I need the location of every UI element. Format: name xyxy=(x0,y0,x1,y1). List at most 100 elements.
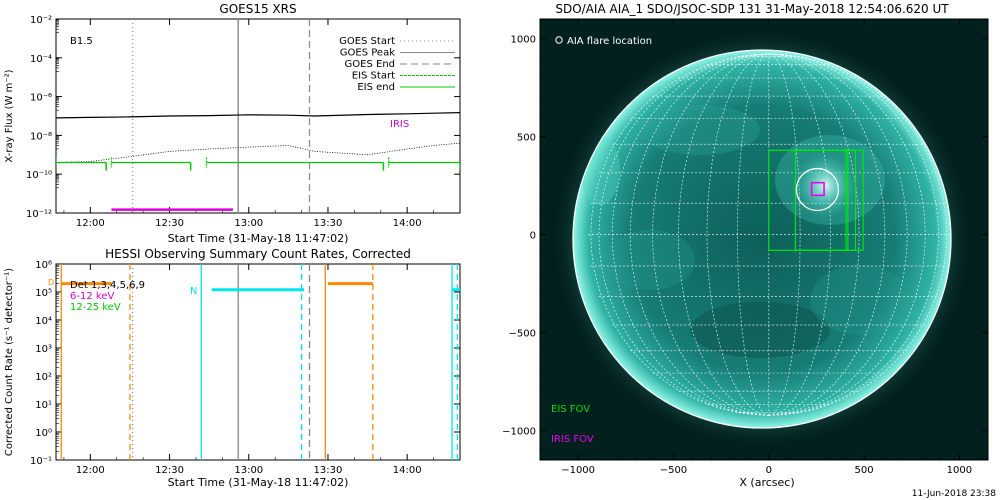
aia-x-tick-label: −1000 xyxy=(561,465,595,476)
aia-y-tick-label: 0 xyxy=(530,231,536,242)
aia-flare-legend: AIA flare location xyxy=(567,36,652,47)
goes-x-tick-label: 12:30 xyxy=(155,218,184,229)
hessi-y-tick-label: 10³ xyxy=(35,344,52,355)
goes-event-markers xyxy=(131,19,311,213)
aia-y-tick-label: 500 xyxy=(517,133,536,144)
hessi-x-tick-label: 14:00 xyxy=(393,465,422,476)
aia-flare-legend-icon xyxy=(555,36,563,44)
aia-longitude-line xyxy=(678,53,769,416)
hessi-x-axis: 12:00 12:30 13:00 13:30 14:00 xyxy=(63,264,461,476)
goes-y-axis: 10⁻² 10⁻⁴ 10⁻⁶ 10⁻⁸ 10⁻¹⁰ 10⁻¹² xyxy=(26,15,460,220)
aia-iris-fov-label: IRIS FOV xyxy=(551,434,594,445)
goes-y-tick-label: 10⁻¹⁰ xyxy=(26,170,52,181)
footer-date: 11-Jun-2018 23:38 xyxy=(912,489,996,499)
aia-y-tick-label: −500 xyxy=(509,329,536,340)
aia-flare-glow xyxy=(791,152,859,220)
goes-title: GOES15 XRS xyxy=(219,2,296,16)
goes-y-tick-label: 10⁻⁶ xyxy=(30,93,52,104)
aia-longitude-line xyxy=(768,53,831,416)
aia-title: SDO/AIA AIA_1 SDO/JSOC-SDP 131 31-May-20… xyxy=(555,2,949,16)
aia-longitude-line xyxy=(737,53,769,416)
goes-frame xyxy=(55,18,461,214)
hessi-y-tick-label: 10⁶ xyxy=(35,260,52,271)
aia-x-tick-label: −500 xyxy=(660,465,687,476)
goes-legend-label: EIS end xyxy=(357,82,395,93)
aia-x-tick-label: 500 xyxy=(855,465,874,476)
aia-panel: SDO/AIA AIA_1 SDO/JSOC-SDP 131 31-May-20… xyxy=(502,2,989,489)
hessi-y-tick-label: 10⁴ xyxy=(35,316,52,327)
aia-x-tick-label: 1000 xyxy=(947,465,972,476)
aia-longitude-line xyxy=(611,53,769,416)
goes-y-tick-label: 10⁻⁴ xyxy=(30,54,52,65)
aia-longitude-line xyxy=(598,53,769,416)
hessi-frame xyxy=(55,263,461,461)
hessi-xlabel: Start Time (31-May-18 11:47:02) xyxy=(168,476,349,489)
goes-legend-label: GOES Peak xyxy=(340,48,395,59)
hessi-y-axis: 10⁶ 10⁵ 10⁴ 10³ 10² 10¹ 10⁰ 10⁻¹ xyxy=(30,260,460,467)
goes-data xyxy=(56,112,460,163)
aia-frame xyxy=(539,18,989,461)
hessi-legend-label: Det 1,3,4,5,6,9 xyxy=(70,280,145,291)
aia-longitude-line xyxy=(652,53,769,416)
goes-legend-label: EIS Start xyxy=(352,71,395,82)
hessi-legend-label: 12-25 keV xyxy=(70,302,121,313)
aia-longitude-line xyxy=(768,53,801,416)
aia-y-tick-label: 1000 xyxy=(511,35,536,46)
goes-iris-label: IRIS xyxy=(390,119,409,130)
goes-panel: GOES15 XRS 10⁻² 10⁻⁴ 10⁻⁶ 10⁻⁸ 10⁻¹⁰ 10⁻¹² 12… xyxy=(4,2,461,245)
goes-class-label: B1.5 xyxy=(70,36,93,47)
hessi-x-tick-label: 12:00 xyxy=(76,465,105,476)
goes-legend-label: GOES End xyxy=(345,59,395,70)
hessi-y-tick-label: 10¹ xyxy=(35,400,52,411)
hessi-y-tick-label: 10² xyxy=(35,372,52,383)
aia-limb xyxy=(572,49,952,429)
hessi-x-tick-label: 12:30 xyxy=(155,465,184,476)
goes-series-short-channel xyxy=(56,142,460,163)
aia-eis-fov-label: EIS FOV xyxy=(551,404,590,415)
goes-x-axis: 12:00 12:30 13:00 13:30 14:00 xyxy=(63,19,461,229)
goes-x-tick-label: 14:00 xyxy=(393,218,422,229)
aia-fov-overlays xyxy=(768,149,864,251)
goes-y-tick-label: 10⁻² xyxy=(30,15,52,26)
hessi-x-tick-label: 13:30 xyxy=(314,465,343,476)
aia-longitude-line xyxy=(706,53,769,416)
aia-eis-fov-box xyxy=(794,149,849,251)
hessi-legend-label: 6-12 keV xyxy=(70,291,114,302)
hessi-panel: HESSI Observing Summary Count Rates, Cor… xyxy=(4,247,461,489)
aia-y-tick-label: −1000 xyxy=(502,427,536,438)
goes-eis-intervals xyxy=(56,157,460,171)
goes-y-tick-label: 10⁻⁸ xyxy=(30,131,52,142)
goes-series-long-channel xyxy=(56,112,460,119)
aia-longitude-line xyxy=(768,53,939,416)
hessi-saa-label: D xyxy=(48,278,54,287)
aia-longitude-line xyxy=(768,53,860,416)
aia-longitude-line xyxy=(768,53,926,416)
aia-y-axis: 1000 500 0 −500 −1000 xyxy=(502,18,988,451)
aia-xlabel: X (arcsec) xyxy=(739,476,794,489)
aia-longitude-line xyxy=(768,53,948,416)
aia-longitude-line xyxy=(768,53,908,416)
aia-longitude-line xyxy=(590,53,769,416)
hessi-title: HESSI Observing Summary Count Rates, Cor… xyxy=(105,247,411,261)
aia-longitude-line xyxy=(768,53,886,416)
hessi-event-markers xyxy=(60,264,459,460)
goes-ylabel: X-ray Flux (W m⁻²) xyxy=(4,69,15,162)
goes-y-tick-label: 10⁻¹² xyxy=(26,209,52,220)
hessi-x-tick-label: 13:00 xyxy=(234,465,263,476)
hessi-night-label: N xyxy=(190,286,197,297)
aia-iris-fov-box xyxy=(810,181,825,197)
goes-xlabel: Start Time (31-May-18 11:47:02) xyxy=(168,232,349,245)
hessi-data xyxy=(61,282,460,292)
hessi-y-tick-label: 10⁰ xyxy=(35,428,52,439)
goes-legend-label: GOES Start xyxy=(339,36,395,47)
aia-eis-fov-box xyxy=(845,149,857,251)
goes-x-tick-label: 13:30 xyxy=(314,218,343,229)
hessi-y-tick-label: 10⁻¹ xyxy=(30,456,52,467)
aia-longitude-line xyxy=(629,53,769,416)
hessi-ylabel: Corrected Count Rate (s⁻¹ detector⁻¹) xyxy=(4,268,15,456)
hessi-y-tick-label: 10⁵ xyxy=(35,288,52,299)
goes-x-tick-label: 13:00 xyxy=(234,218,263,229)
